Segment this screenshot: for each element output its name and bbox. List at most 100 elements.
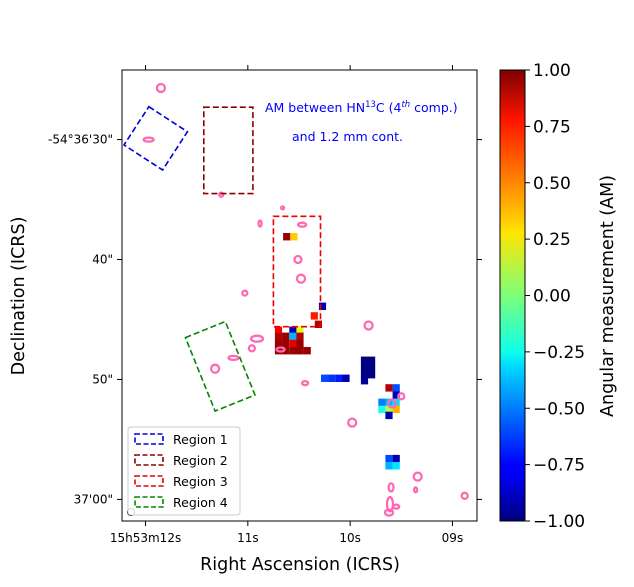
am-pixel [290,233,298,241]
am-pixel [296,332,304,340]
colorbar-tick-label: −1.00 [533,512,585,532]
legend: Region 1 Region 2 Region 3 Region 4 [127,426,241,516]
am-pixel [314,320,322,328]
x-tick-label: 09s [442,531,464,545]
am-pixel [385,384,393,392]
colorbar-tick-label: 0.50 [533,174,571,194]
am-pixel [283,233,291,241]
continuum-contour [293,254,303,265]
am-pixel [368,363,376,372]
am-pixel [328,374,336,382]
am-pixel [342,374,350,382]
annotation-line-2: and 1.2 mm cont. [292,129,403,144]
am-pixel-layer [274,233,400,470]
annotation-line-1: AM between HN13C (4th comp.) [265,100,458,115]
y-axis-label: Declination (ICRS) [9,217,29,376]
colorbar-ticks: 1.00 0.75 0.50 0.25 0.00 −0.25 −0.50 −0.75 −1.00 [525,61,585,532]
continuum-contour [275,346,286,353]
colorbar-tick-label: 0.25 [533,230,571,250]
am-pixel [335,374,343,382]
colorbar-tick-label: −0.50 [533,399,585,419]
am-pixel [392,384,400,392]
continuum-contour [397,392,406,401]
am-pixel [368,356,376,364]
continuum-contour [363,320,374,331]
am-pixel [296,339,304,348]
continuum-contour [241,289,249,297]
am-pixel [378,398,386,406]
continuum-contour [155,82,167,94]
am-pixel [289,326,297,334]
continuum-contour [296,221,308,228]
am-pixel [274,332,283,340]
y-tick-label: 50" [92,372,113,386]
am-pixel [385,411,393,420]
colorbar-tick-label: −0.75 [533,456,585,476]
colorbar-tick-label: 0.75 [533,117,571,137]
colorbar-tick-label: 0.00 [533,287,571,307]
am-pixel [274,326,283,334]
plot-frame [121,69,478,522]
y-tick-label: 37'00" [74,492,113,506]
legend-swatch-region-3 [134,475,164,487]
am-pixel [392,454,400,463]
am-pixel [289,339,297,348]
am-pixel [296,326,304,334]
am-pixel [360,371,369,379]
annotation-text-c: comp.) [410,100,457,115]
annotation-isotope: 13 [365,100,376,110]
continuum-contour [386,398,398,409]
continuum-contour [257,219,263,228]
continuum-contour [227,354,240,362]
x-tick-label: 10s [339,531,361,545]
continuum-contour-layer [142,82,469,517]
region-3-box [272,215,322,328]
legend-swatch-region-2 [134,454,164,466]
continuum-contour [385,496,395,513]
colorbar-label: Angular measurement (AM) [598,175,618,417]
annotation-ordinal: th [401,100,410,110]
am-pixel [385,454,393,463]
legend-label-region-3: Region 3 [173,474,228,489]
y-axis-ticks: -54°36'30" 40" 50" 37'00" [48,133,482,506]
legend-label-region-4: Region 4 [173,495,228,510]
legend-swatch-region-1 [134,433,164,445]
am-pixel [282,332,290,340]
region-1-box [122,105,189,172]
am-pixel [296,347,304,355]
continuum-contour [249,334,265,343]
am-pixel [385,405,393,414]
continuum-contour [247,344,257,353]
am-pixel [289,332,297,340]
am-pixel [378,405,386,414]
y-tick-label: 40" [92,253,113,267]
continuum-contour [383,508,395,517]
am-pixel [392,462,400,470]
continuum-contour [460,491,469,500]
am-pixel [321,374,329,382]
am-pixel [392,391,400,399]
am-pixel [274,339,283,348]
continuum-contour [347,417,358,428]
continuum-contour [392,503,401,510]
legend-label-region-2: Region 2 [173,453,228,468]
x-tick-label: 11s [237,531,259,545]
am-pixel [318,302,327,310]
am-pixel [368,371,376,379]
colorbar-tick-label: 1.00 [533,61,571,81]
continuum-contour [295,273,307,284]
x-axis-label: Right Ascension (ICRS) [200,555,400,575]
am-pixel [282,347,290,355]
annotation-text-b: C (4 [376,100,402,115]
legend-box [127,426,241,516]
continuum-contour [387,482,395,493]
region-4-box [184,320,257,413]
region-2-box [203,106,254,195]
am-pixel [392,405,400,414]
continuum-contour [300,379,310,387]
am-pixel [289,347,297,355]
legend-swatch-region-4 [134,496,164,508]
continuum-contour [218,191,225,198]
am-pixel [360,363,369,372]
